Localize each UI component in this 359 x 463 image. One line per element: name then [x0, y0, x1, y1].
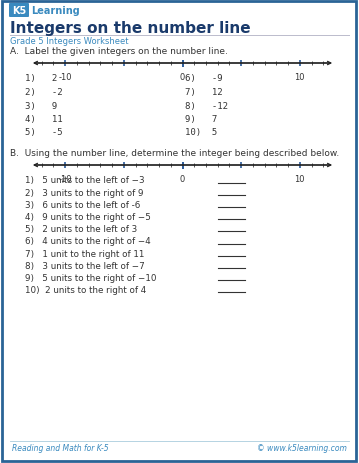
Text: 0: 0: [180, 175, 185, 184]
Text: K5: K5: [12, 6, 26, 16]
Text: Integers on the number line: Integers on the number line: [10, 20, 251, 36]
Text: 4)   11: 4) 11: [25, 115, 62, 124]
Text: 10)  5: 10) 5: [185, 128, 217, 137]
Text: 1)   5 units to the left of −3: 1) 5 units to the left of −3: [25, 176, 145, 185]
Text: -10: -10: [59, 175, 72, 184]
Text: 6)   -9: 6) -9: [185, 75, 223, 83]
Text: 10: 10: [294, 73, 305, 82]
Text: Learning: Learning: [31, 6, 80, 16]
Text: 10)  2 units to the right of 4: 10) 2 units to the right of 4: [25, 286, 146, 294]
Text: Grade 5 Integers Worksheet: Grade 5 Integers Worksheet: [10, 38, 129, 46]
Text: 5)   2 units to the left of 3: 5) 2 units to the left of 3: [25, 225, 137, 234]
Text: 2)   -2: 2) -2: [25, 88, 62, 97]
Text: 3)   9: 3) 9: [25, 101, 57, 110]
Text: © www.k5learning.com: © www.k5learning.com: [257, 444, 347, 452]
Text: 10: 10: [294, 175, 305, 184]
Text: 8)   3 units to the left of −7: 8) 3 units to the left of −7: [25, 261, 145, 270]
Text: 5)   -5: 5) -5: [25, 128, 62, 137]
Text: B.  Using the number line, determine the integer being described below.: B. Using the number line, determine the …: [10, 149, 339, 158]
Text: A.  Label the given integers on the number line.: A. Label the given integers on the numbe…: [10, 46, 228, 56]
Text: 3)   6 units to the left of -6: 3) 6 units to the left of -6: [25, 200, 140, 209]
Text: 8)   -12: 8) -12: [185, 101, 228, 110]
Text: 0: 0: [180, 73, 185, 82]
Text: 6)   4 units to the right of −4: 6) 4 units to the right of −4: [25, 237, 151, 246]
FancyBboxPatch shape: [9, 4, 29, 18]
Text: Reading and Math for K-5: Reading and Math for K-5: [12, 444, 109, 452]
Text: 1)   2: 1) 2: [25, 75, 57, 83]
Text: 2)   3 units to the right of 9: 2) 3 units to the right of 9: [25, 188, 144, 197]
Text: 9)   7: 9) 7: [185, 115, 217, 124]
Text: 7)   12: 7) 12: [185, 88, 223, 97]
Text: -10: -10: [59, 73, 72, 82]
Text: 4)   9 units to the right of −5: 4) 9 units to the right of −5: [25, 213, 151, 222]
Text: 7)   1 unit to the right of 11: 7) 1 unit to the right of 11: [25, 249, 144, 258]
Text: 9)   5 units to the right of −10: 9) 5 units to the right of −10: [25, 274, 157, 282]
